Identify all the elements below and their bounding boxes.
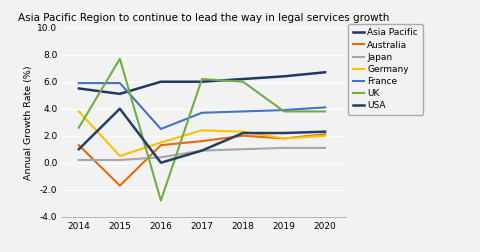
Line: USA: USA [79, 109, 325, 163]
UK [199, 78, 205, 81]
USA [158, 161, 164, 164]
Line: Asia Pacific: Asia Pacific [79, 72, 325, 94]
Australia [76, 144, 82, 147]
Germany [117, 154, 123, 158]
Line: France: France [79, 83, 325, 129]
UK [117, 57, 123, 60]
France [158, 128, 164, 131]
UK [76, 126, 82, 129]
USA [281, 132, 287, 135]
Legend: Asia Pacific, Australia, Japan, Germany, France, UK, USA: Asia Pacific, Australia, Japan, Germany,… [348, 24, 423, 115]
France [76, 82, 82, 85]
Asia Pacific [76, 87, 82, 90]
USA [240, 132, 246, 135]
Title: Asia Pacific Region to continue to lead the way in legal services growth: Asia Pacific Region to continue to lead … [18, 13, 390, 23]
Y-axis label: Annual Growth Rate (%): Annual Growth Rate (%) [24, 65, 33, 179]
Australia [240, 134, 246, 137]
Japan [76, 159, 82, 162]
Line: UK: UK [79, 59, 325, 201]
France [322, 106, 328, 109]
France [117, 82, 123, 85]
Japan [240, 148, 246, 151]
Asia Pacific [117, 92, 123, 96]
UK [281, 110, 287, 113]
Asia Pacific [199, 80, 205, 83]
Germany [240, 130, 246, 133]
Asia Pacific [322, 71, 328, 74]
Germany [281, 137, 287, 140]
UK [240, 80, 246, 83]
Germany [76, 110, 82, 113]
Asia Pacific [281, 75, 287, 78]
UK [158, 199, 164, 202]
Australia [117, 184, 123, 187]
Germany [199, 129, 205, 132]
Asia Pacific [240, 78, 246, 81]
France [199, 111, 205, 114]
USA [117, 107, 123, 110]
Line: Japan: Japan [79, 148, 325, 160]
Australia [322, 133, 328, 136]
Germany [158, 141, 164, 144]
Japan [158, 156, 164, 159]
Germany [322, 134, 328, 137]
Line: Germany: Germany [79, 111, 325, 156]
Asia Pacific [158, 80, 164, 83]
France [240, 110, 246, 113]
UK [322, 110, 328, 113]
Australia [281, 137, 287, 140]
Japan [199, 149, 205, 152]
USA [322, 130, 328, 133]
Japan [281, 146, 287, 149]
Australia [158, 144, 164, 147]
USA [76, 148, 82, 151]
Line: Australia: Australia [79, 134, 325, 186]
Japan [117, 159, 123, 162]
Australia [199, 140, 205, 143]
Japan [322, 146, 328, 149]
France [281, 109, 287, 112]
USA [199, 149, 205, 152]
